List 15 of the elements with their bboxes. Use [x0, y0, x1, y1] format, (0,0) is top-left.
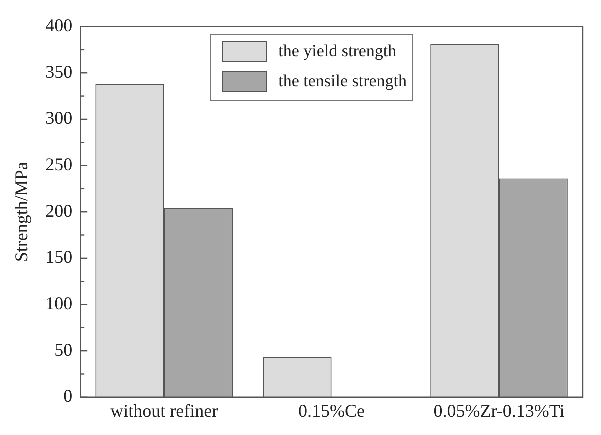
- y-tick-label: 400: [46, 16, 73, 36]
- y-tick-label: 200: [46, 200, 73, 221]
- y-tick-label: 350: [46, 62, 73, 82]
- y-tick-label: 250: [46, 154, 73, 175]
- legend-label: the tensile strength: [278, 71, 408, 90]
- y-tick-label: 150: [46, 247, 73, 268]
- y-tick-label: 300: [46, 108, 73, 128]
- y-tick-label: 100: [46, 293, 73, 314]
- x-tick-label: without refiner: [110, 400, 218, 421]
- legend-label: the yield strength: [278, 41, 398, 60]
- x-tick-label: 0.05%Zr-0.13%Ti: [434, 400, 565, 421]
- y-tick-label: 50: [54, 340, 73, 360]
- y-tick-label: 0: [64, 386, 73, 406]
- x-tick-label: 0.15%Ce: [298, 400, 366, 421]
- y-axis-title: Strength/MPa: [12, 162, 32, 262]
